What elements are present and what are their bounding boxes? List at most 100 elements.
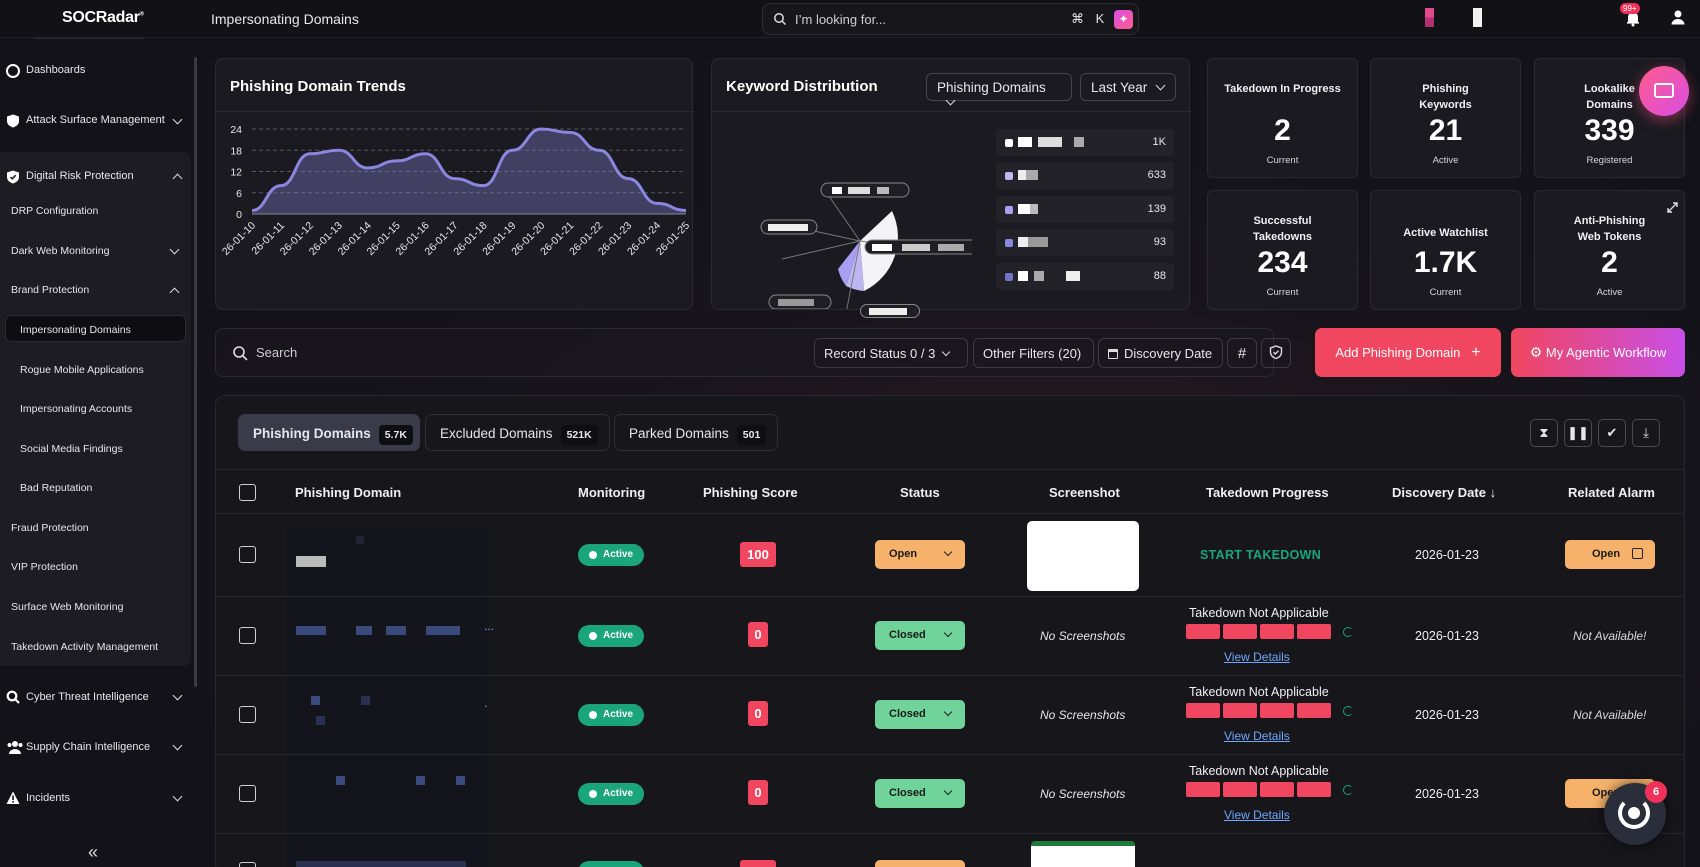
monitoring-active-badge[interactable]: Active: [578, 704, 644, 726]
gear-icon: ⚙: [1529, 344, 1543, 360]
tab-phishing-domains[interactable]: Phishing Domains 5.7K: [238, 414, 420, 451]
monitoring-active-badge[interactable]: Active: [578, 783, 644, 805]
check-icon[interactable]: ✔: [1598, 419, 1626, 447]
status-dropdown[interactable]: Closed: [875, 700, 965, 729]
chevron-down-icon: [943, 707, 953, 717]
download-icon[interactable]: ⤓: [1632, 419, 1660, 447]
row-checkbox[interactable]: [239, 862, 256, 867]
takedown-status-text: Takedown Not Applicable: [1189, 685, 1329, 699]
bell-icon[interactable]: [1624, 9, 1642, 27]
screenshot-thumbnail[interactable]: [1027, 521, 1139, 591]
digital-risk-protection-group: [0, 152, 191, 666]
phishing-score: [740, 860, 776, 867]
related-alarm-open-button[interactable]: Open: [1565, 540, 1655, 569]
col-status[interactable]: Status: [900, 485, 940, 500]
keyword-type-dropdown[interactable]: Phishing Domains: [926, 73, 1072, 106]
ai-sparkle-icon[interactable]: ✦: [1114, 10, 1133, 29]
add-phishing-domain-button[interactable]: Add Phishing Domain +: [1315, 328, 1501, 377]
row-checkbox[interactable]: [239, 546, 256, 563]
tab-excluded-domains[interactable]: Excluded Domains 521K: [425, 414, 610, 451]
global-search[interactable]: I’m looking for... ⌘ K ✦: [762, 3, 1139, 35]
collapse-sidebar-icon[interactable]: «: [88, 842, 99, 862]
discovery-date-filter[interactable]: Discovery Date: [1098, 338, 1223, 368]
chevron-down-icon: [1155, 80, 1166, 91]
col-takedown-progress[interactable]: Takedown Progress: [1206, 485, 1329, 500]
takedown-status-text: Takedown Not Applicable: [1189, 764, 1329, 778]
table-search-input[interactable]: Search: [256, 345, 298, 360]
status-dropdown[interactable]: [875, 860, 965, 867]
keyword-distribution-title: Keyword Distribution: [726, 78, 878, 95]
trends-divider: [216, 111, 694, 112]
redacted-domain-text: [336, 776, 345, 785]
col-phishing-domain[interactable]: Phishing Domain: [295, 485, 402, 500]
refresh-icon[interactable]: [1343, 785, 1353, 795]
chevron-down-icon: [172, 690, 183, 701]
stat-anti-phishing-web-tokens[interactable]: Anti-Phishing Web Tokens 2 Active: [1534, 190, 1685, 310]
stat-takedown-in-progress[interactable]: Takedown In Progress 2 Current: [1207, 58, 1358, 178]
socradar-logo[interactable]: SOCRadar®: [62, 9, 144, 26]
monitoring-active-badge[interactable]: Active: [578, 544, 644, 566]
keyword-row-3[interactable]: 139: [996, 196, 1174, 223]
discovery-date: 2026-01-23: [1415, 548, 1479, 562]
refresh-icon[interactable]: [1343, 706, 1353, 716]
chevron-down-icon: [945, 95, 956, 106]
sort-down-icon: ↓: [1489, 485, 1497, 500]
takedown-progress-bar: [1186, 703, 1334, 718]
keyword-distribution-card: Keyword Distribution Phishing Domains La…: [711, 58, 1191, 318]
my-agentic-workflow-button[interactable]: ⚙ My Agentic Workflow: [1511, 328, 1685, 377]
warning-icon: [6, 791, 20, 804]
tab-parked-domains[interactable]: Parked Domains 501: [614, 414, 778, 451]
col-screenshot[interactable]: Screenshot: [1049, 485, 1120, 500]
record-status-filter[interactable]: Record Status 0 / 3: [814, 338, 968, 368]
status-dropdown[interactable]: Open: [875, 540, 965, 569]
monitoring-active-badge[interactable]: Active: [578, 625, 644, 647]
sidebar-scrollbar[interactable]: [194, 57, 197, 687]
hourglass-icon[interactable]: ⧗: [1530, 419, 1558, 447]
start-takedown-button[interactable]: START TAKEDOWN: [1200, 548, 1322, 562]
phishing-score: 0: [748, 780, 768, 805]
shield-filter-button[interactable]: [1261, 338, 1291, 368]
keyword-row-5[interactable]: 88: [996, 263, 1174, 290]
pause-icon[interactable]: ❚❚: [1564, 419, 1592, 447]
hash-filter-button[interactable]: #: [1227, 338, 1257, 368]
keyword-row-1[interactable]: 1K: [996, 129, 1174, 156]
redacted-domain-text: [296, 626, 326, 635]
col-monitoring[interactable]: Monitoring: [578, 485, 646, 500]
stat-phishing-keywords[interactable]: Phishing Keywords 21 Active: [1370, 58, 1521, 178]
stat-active-watchlist[interactable]: Active Watchlist 1.7K Current: [1370, 190, 1521, 310]
view-details-link[interactable]: View Details: [1224, 650, 1290, 664]
row-checkbox[interactable]: [239, 627, 256, 644]
status-dropdown[interactable]: Closed: [875, 621, 965, 650]
row-checkbox[interactable]: [239, 785, 256, 802]
phishing-domain-trends-card: Phishing Domain Trends 0 6 12 18 24 26-01-10 2…: [215, 58, 694, 310]
monitoring-active-badge[interactable]: [578, 861, 644, 867]
col-related-alarm[interactable]: Related Alarm: [1568, 485, 1655, 500]
redacted-domain-text: [296, 556, 326, 567]
select-all-checkbox[interactable]: [239, 484, 256, 501]
billing-card-button[interactable]: [1639, 66, 1689, 116]
chevron-down-icon: [942, 347, 951, 357]
chat-logo-icon: [1618, 797, 1650, 829]
col-phishing-score[interactable]: Phishing Score: [703, 485, 798, 500]
user-icon[interactable]: [1670, 9, 1686, 25]
blurred-pixel-b: [1473, 8, 1482, 27]
discovery-date: 2026-01-23: [1415, 708, 1479, 722]
refresh-icon[interactable]: [1343, 627, 1353, 637]
row-checkbox[interactable]: [239, 706, 256, 723]
chevron-down-icon: [943, 547, 953, 557]
other-filters-button[interactable]: Other Filters (20): [973, 338, 1094, 368]
keyword-divider: [712, 111, 1191, 112]
y-tick-label: 6: [236, 188, 242, 200]
status-dropdown[interactable]: Closed: [875, 779, 965, 808]
y-tick-label: 12: [230, 167, 242, 179]
expand-icon[interactable]: [1667, 202, 1678, 213]
screenshot-thumbnail[interactable]: [1031, 841, 1135, 867]
view-details-link[interactable]: View Details: [1224, 808, 1290, 822]
keyword-row-2[interactable]: 633: [996, 162, 1174, 189]
stat-successful-takedowns[interactable]: Successful Takedowns 234 Current: [1207, 190, 1358, 310]
col-discovery-date[interactable]: Discovery Date ↓: [1392, 485, 1497, 500]
keyword-row-4[interactable]: 93: [996, 229, 1174, 256]
view-details-link[interactable]: View Details: [1224, 729, 1290, 743]
keyword-range-dropdown[interactable]: Last Year: [1080, 73, 1176, 101]
phishing-domains-table-card: Phishing Domains 5.7K Excluded Domains 521…: [215, 395, 1685, 867]
